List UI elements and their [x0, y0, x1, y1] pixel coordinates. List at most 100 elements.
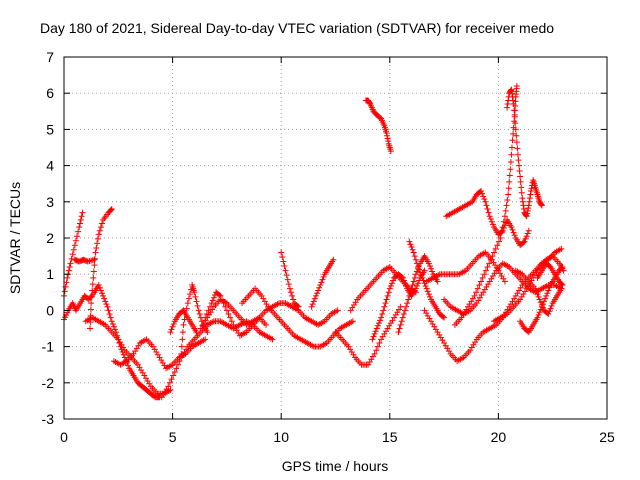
data-point [524, 210, 531, 217]
data-point [225, 311, 232, 318]
data-point [369, 336, 376, 343]
data-point [484, 263, 491, 270]
data-point [194, 302, 201, 309]
data-point [489, 221, 496, 228]
data-point [382, 300, 389, 307]
data-point [284, 276, 291, 283]
data-point [318, 279, 325, 286]
data-point [71, 242, 78, 249]
data-point [227, 314, 234, 321]
data-point [396, 325, 403, 332]
data-point [93, 244, 100, 251]
data-point [399, 314, 406, 321]
data-point [308, 303, 315, 310]
data-point [387, 282, 394, 289]
data-point [88, 293, 95, 300]
data-point [312, 292, 319, 299]
series-arc-04 [71, 256, 98, 265]
data-point [403, 282, 410, 289]
data-point [498, 229, 505, 236]
y-tick-label: 1 [46, 266, 54, 282]
data-point [217, 292, 224, 299]
data-point [69, 251, 76, 258]
data-point [520, 202, 527, 209]
data-point [278, 249, 285, 256]
data-point [77, 216, 84, 223]
data-point [397, 321, 404, 328]
data-point [502, 207, 509, 214]
data-point [534, 314, 541, 321]
data-point [89, 287, 96, 294]
data-point [526, 198, 533, 205]
data-point [525, 227, 532, 234]
data-point [413, 282, 420, 289]
data-point [426, 293, 433, 300]
data-point [508, 144, 515, 151]
data-point [374, 343, 381, 350]
data-point [390, 277, 397, 284]
data-point [384, 132, 391, 139]
data-point [181, 316, 188, 323]
chart-title: Day 180 of 2021, Sidereal Day-to-day VTE… [40, 20, 554, 36]
data-point [228, 318, 235, 325]
series-arc-03 [87, 206, 115, 332]
data-point [425, 260, 432, 267]
data-point [416, 266, 423, 273]
data-point [182, 311, 189, 318]
data-point [185, 295, 192, 302]
data-point [406, 292, 413, 299]
data-point [64, 274, 71, 281]
data-point [492, 245, 499, 252]
data-point [538, 303, 545, 310]
series-arc-06 [110, 336, 209, 372]
data-point [545, 287, 552, 294]
data-point [385, 138, 392, 145]
data-point [400, 277, 407, 284]
data-point [99, 220, 106, 227]
data-point [527, 191, 534, 198]
series-arc-11 [202, 289, 269, 339]
data-point [107, 206, 114, 213]
data-point [514, 151, 521, 158]
data-point [404, 300, 411, 307]
data-point [334, 307, 341, 314]
y-tick-label: -2 [42, 375, 55, 391]
series-arc-13 [278, 249, 302, 310]
data-point [180, 321, 187, 328]
data-point [90, 274, 97, 281]
data-point [106, 311, 113, 318]
data-point [282, 267, 289, 274]
data-point [559, 282, 566, 289]
data-point [481, 271, 488, 278]
data-point [286, 285, 293, 292]
data-point [108, 206, 115, 213]
data-point [397, 303, 404, 310]
data-point [74, 233, 81, 240]
data-point [171, 368, 178, 375]
data-point [70, 246, 77, 253]
data-point [536, 309, 543, 316]
data-point [504, 104, 511, 111]
data-point [532, 285, 539, 292]
data-point [489, 253, 496, 260]
data-point [384, 135, 391, 142]
x-tick-label: 15 [382, 429, 398, 445]
data-point [110, 323, 117, 330]
data-point [510, 97, 517, 104]
data-point [479, 274, 486, 281]
data-point [222, 303, 229, 310]
data-point [377, 317, 384, 324]
data-point [95, 282, 102, 289]
y-tick-label: 4 [46, 158, 54, 174]
data-point [402, 307, 409, 314]
data-point [419, 274, 426, 281]
data-point [170, 372, 177, 379]
data-point [507, 166, 514, 173]
x-tick-label: 5 [169, 429, 177, 445]
data-point [501, 213, 508, 220]
data-point [422, 282, 429, 289]
data-point [108, 318, 115, 325]
data-point [505, 191, 512, 198]
data-point [374, 322, 381, 329]
data-point [94, 240, 101, 247]
